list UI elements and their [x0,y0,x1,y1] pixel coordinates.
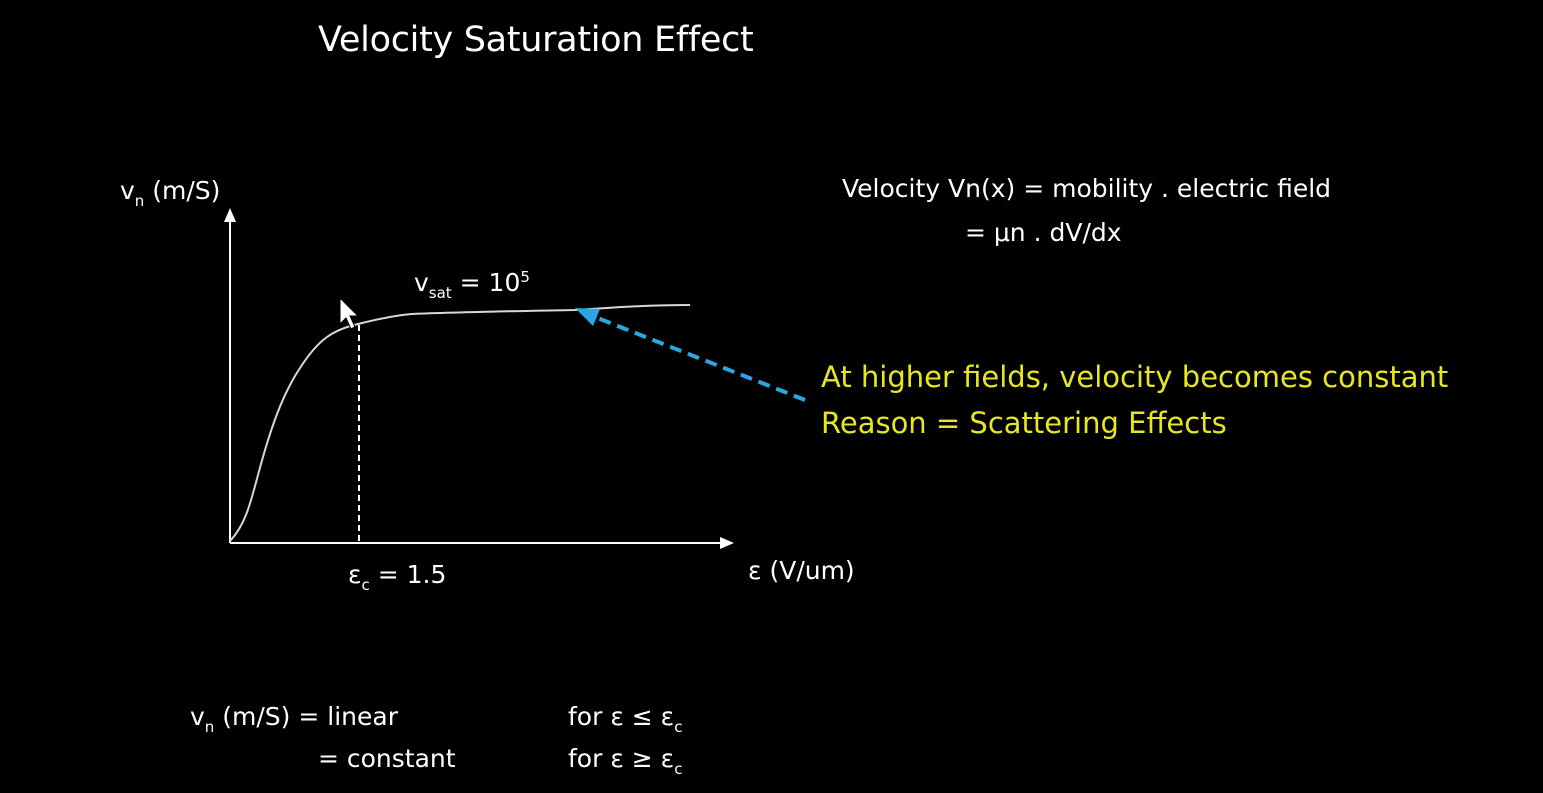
x-axis-label: ε (V/um) [748,556,855,585]
piecewise-row1-condition: for ε ≤ εc [568,702,683,736]
pointer-arrowhead [575,308,600,326]
vsat-label: vsat = 105 [414,268,530,302]
pointer-arrow-line [589,313,806,402]
piecewise-lhs: vn (m/S) = linear [190,702,398,736]
velocity-formula-line2: = μn . dV/dx [965,218,1122,247]
piecewise-row1-value: = linear [298,702,398,731]
velocity-curve [229,304,691,542]
velocity-formula-line1: Velocity Vn(x) = mobility . electric fie… [842,174,1332,203]
note-line1: At higher fields, velocity becomes const… [821,360,1449,394]
y-axis-arrowhead [224,208,236,222]
mouse-cursor-icon [339,296,360,330]
piecewise-row2-condition: for ε ≥ εc [568,744,683,778]
x-axis-arrowhead [720,537,734,549]
note-line2: Reason = Scattering Effects [821,406,1227,440]
piecewise-row2-value: = constant [318,744,456,773]
page-title: Velocity Saturation Effect [318,20,754,60]
critical-field-label: εc = 1.5 [348,560,447,594]
y-axis-label: vn (m/S) [120,176,221,210]
